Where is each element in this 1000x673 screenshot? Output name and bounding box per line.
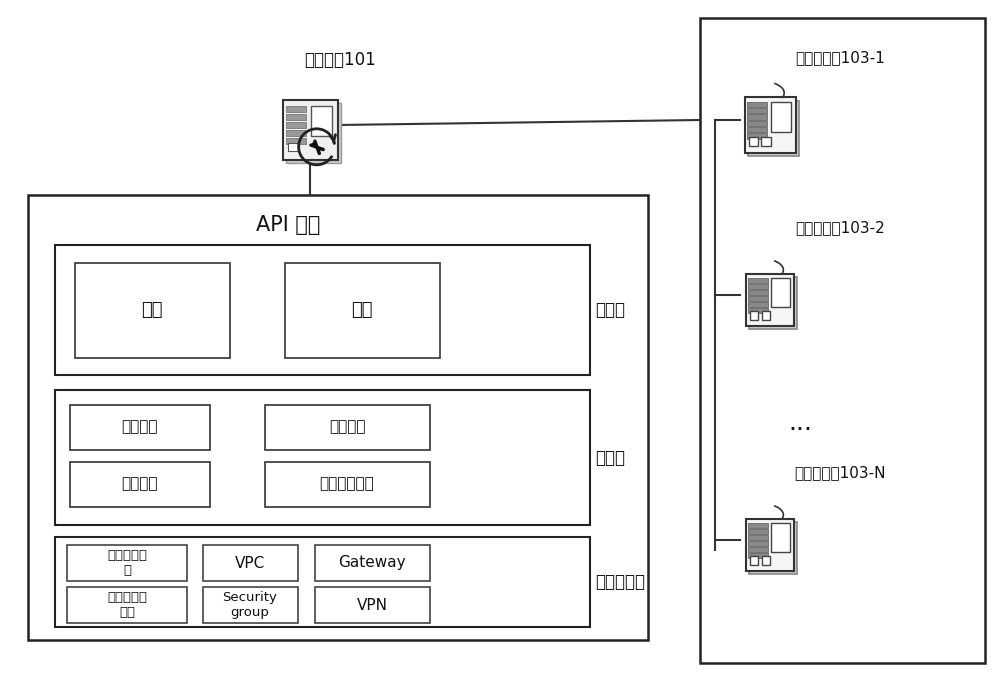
Bar <box>747 108 767 113</box>
Bar <box>747 133 767 139</box>
Bar <box>749 522 797 574</box>
Bar <box>70 462 210 507</box>
Bar <box>747 102 767 107</box>
Bar <box>265 462 430 507</box>
Text: 基础设施层: 基础设施层 <box>595 573 645 591</box>
Bar <box>749 137 758 146</box>
Bar <box>288 143 299 151</box>
Bar <box>286 106 306 112</box>
Bar <box>748 535 768 540</box>
Text: 启动配置: 启动配置 <box>122 476 158 491</box>
Bar <box>285 263 440 358</box>
Bar <box>771 102 791 132</box>
Bar <box>771 523 790 552</box>
Text: 自动化口占
配置: 自动化口占 配置 <box>107 591 147 619</box>
Bar <box>748 541 768 546</box>
Bar <box>67 587 187 623</box>
Bar <box>748 529 768 534</box>
Bar <box>748 523 768 528</box>
Bar <box>67 545 187 581</box>
Bar <box>286 103 340 163</box>
Bar <box>748 278 768 283</box>
Bar <box>748 290 768 295</box>
Bar <box>749 277 797 329</box>
Bar <box>748 302 768 307</box>
Text: 服务层: 服务层 <box>595 448 625 466</box>
Text: 应用服务器103-2: 应用服务器103-2 <box>795 221 885 236</box>
Bar <box>286 130 306 136</box>
Text: 代码: 代码 <box>141 301 163 319</box>
Bar <box>311 106 332 136</box>
Bar <box>70 405 210 450</box>
Bar <box>744 98 796 153</box>
Bar <box>315 587 430 623</box>
Bar <box>286 138 306 144</box>
Bar <box>771 278 790 307</box>
Bar <box>55 537 590 627</box>
Text: API 接口: API 接口 <box>256 215 321 235</box>
Bar <box>315 545 430 581</box>
Text: 应用服务器103-N: 应用服务器103-N <box>794 466 886 481</box>
Text: 云服务器101: 云服务器101 <box>304 51 376 69</box>
Text: Security
group: Security group <box>223 591 277 619</box>
Text: 应用层: 应用层 <box>595 301 625 319</box>
Bar <box>750 312 758 320</box>
Bar <box>746 274 794 326</box>
Bar <box>748 553 768 558</box>
Bar <box>75 263 230 358</box>
Bar <box>203 545 298 581</box>
Text: 配置: 配置 <box>351 301 373 319</box>
Text: 整合设置: 整合设置 <box>329 419 365 435</box>
Bar <box>265 405 430 450</box>
Text: ···: ··· <box>788 418 812 442</box>
Bar <box>747 121 767 126</box>
Bar <box>761 137 771 146</box>
Bar <box>748 547 768 552</box>
Bar <box>55 245 590 375</box>
Bar <box>283 100 338 160</box>
Bar <box>750 557 758 565</box>
Bar <box>762 557 770 565</box>
Bar <box>55 390 590 525</box>
Bar <box>203 587 298 623</box>
Text: 操作系统: 操作系统 <box>122 419 158 435</box>
Bar <box>748 284 768 289</box>
Text: 系统服务配置: 系统服务配置 <box>320 476 374 491</box>
Bar <box>762 312 770 320</box>
Text: Gateway: Gateway <box>338 555 406 571</box>
Bar <box>286 122 306 128</box>
Bar <box>286 114 306 120</box>
Bar <box>747 114 767 120</box>
Text: VPC: VPC <box>235 555 265 571</box>
Bar <box>748 296 768 301</box>
Bar <box>748 101 799 156</box>
Bar <box>28 195 648 640</box>
Bar <box>747 127 767 132</box>
Text: 操作系统镜
像: 操作系统镜 像 <box>107 549 147 577</box>
Text: 应用服务器103-1: 应用服务器103-1 <box>795 50 885 65</box>
Text: VPN: VPN <box>356 598 388 612</box>
Bar <box>700 18 985 663</box>
Bar <box>746 519 794 571</box>
Bar <box>748 308 768 313</box>
